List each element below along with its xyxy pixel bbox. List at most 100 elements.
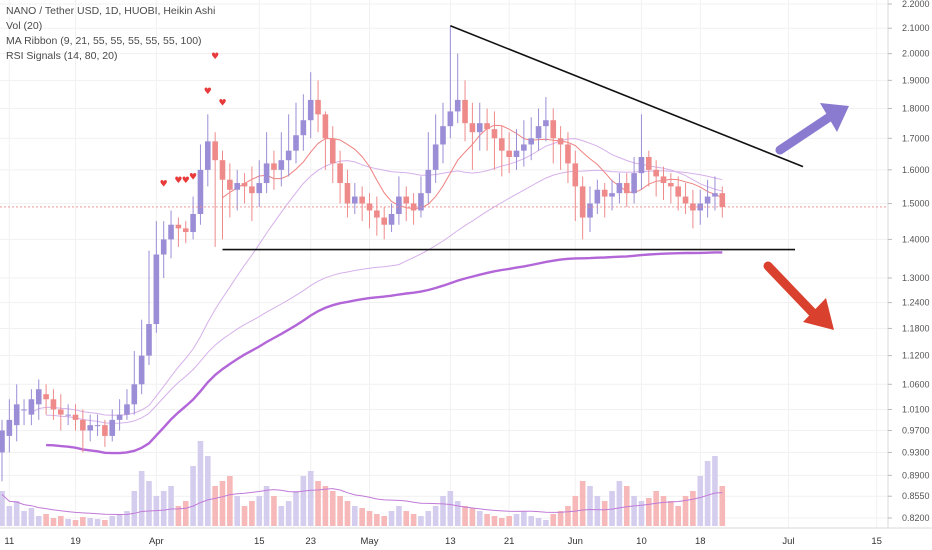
candles[interactable] [0, 25, 888, 482]
date-tick-label: Jun [568, 536, 583, 547]
volume-bar [131, 491, 138, 526]
volume-bar [293, 491, 299, 526]
volume-bar [454, 501, 461, 526]
volume-bar [660, 496, 667, 526]
candle-body [660, 176, 667, 184]
price-axis[interactable]: 0.8200 0.8550 0.8900 0.9300 0.9700 1.0100 1.06… [887, 0, 930, 528]
candle-body [565, 144, 571, 164]
candle-body [352, 196, 358, 204]
candle-body [572, 163, 579, 187]
volume-bar [300, 476, 307, 526]
candle-body [329, 138, 336, 164]
rsi-signal-icon: ♥ [182, 176, 190, 186]
candle-body [278, 160, 285, 170]
date-tick-label: 15 [254, 536, 265, 547]
price-tick-label: 1.8000 [902, 104, 930, 114]
volume-bar [719, 486, 726, 526]
ma-55-line [46, 169, 723, 424]
time-axis[interactable]: 11 19 Apr 15 23 May 13 21 Jun 10 18 Jul 15 [0, 527, 932, 547]
volume-bar [80, 517, 86, 526]
volume-bar [675, 506, 681, 526]
candle-body [521, 144, 527, 151]
candle-body [234, 183, 240, 190]
volume-bar [403, 511, 410, 526]
candle-body [616, 183, 623, 194]
candle-body [359, 196, 365, 204]
candle-body [307, 99, 314, 121]
volume-ma-line [1, 488, 723, 516]
date-tick-label: 21 [504, 536, 515, 547]
candle-body [175, 224, 182, 229]
rsi-indicator-label[interactable]: RSI Signals (14, 80, 20) [6, 50, 118, 62]
ma-21-line [31, 138, 723, 416]
candle-body [116, 414, 123, 420]
candle-body [638, 156, 645, 174]
candle-body [513, 150, 520, 157]
candle-body [535, 126, 542, 139]
ma-ribbon-indicator-label[interactable]: MA Ribbon (9, 21, 55, 55, 55, 55, 55, 10… [6, 35, 202, 47]
candle-body [469, 123, 476, 133]
candle-body [87, 425, 93, 431]
volume-bar [72, 520, 79, 526]
candle-body [668, 183, 674, 187]
candle-body [440, 126, 446, 145]
date-tick-label: 10 [636, 536, 647, 547]
volume-bar [138, 471, 145, 526]
volume-bar [631, 496, 637, 526]
volume-bar [315, 481, 321, 526]
volume-bar [432, 506, 439, 526]
volume-bar [543, 520, 549, 526]
candle-body [131, 384, 138, 405]
candle-body [241, 183, 248, 187]
candle-body [388, 213, 395, 225]
candle-body [182, 228, 189, 233]
vol-indicator-label[interactable]: Vol (20) [6, 20, 43, 32]
date-tick-label: Jul [782, 536, 794, 547]
price-tick-label: 2.1000 [902, 23, 930, 33]
candle-body [403, 196, 410, 204]
candle-body [212, 141, 218, 161]
volume-bar [35, 516, 42, 526]
volume-bar [601, 501, 608, 526]
candle-body [190, 213, 196, 233]
candle-body [146, 324, 152, 356]
candle-body [28, 399, 35, 415]
volume-bar [366, 511, 373, 526]
candle-body [623, 183, 630, 194]
volume-bar [21, 511, 27, 526]
volume-bar [256, 496, 263, 526]
price-tick-label: 0.9700 [902, 426, 930, 436]
candle-body [557, 138, 564, 145]
drawings[interactable] [222, 25, 850, 330]
candle-body [94, 425, 101, 427]
candle-body [499, 138, 505, 151]
volume-bar [579, 481, 586, 526]
candle-body [418, 193, 424, 211]
arrow-down-head [803, 298, 834, 330]
date-tick-label: 13 [445, 536, 456, 547]
volume-bar [616, 481, 623, 526]
rsi-signal-icon: ♥ [174, 176, 182, 186]
symbol-title[interactable]: NANO / Tether USD, 1D, HUOBI, Heikin Ash… [6, 5, 216, 17]
candle-body [543, 120, 549, 127]
candle-body [219, 160, 226, 180]
volume-bar [690, 491, 696, 526]
candle-body [65, 414, 71, 416]
volume-bar [484, 514, 490, 526]
candle-body [6, 419, 13, 436]
price-tick-label: 1.6000 [902, 165, 930, 175]
volume-bar [462, 506, 468, 526]
volume-bar [396, 506, 402, 526]
candle-body [35, 389, 42, 405]
volume-bar [263, 486, 270, 526]
volume-bar [668, 501, 674, 526]
descending-trendline [450, 25, 804, 168]
volume-bar [344, 501, 351, 526]
candle-body [719, 193, 726, 207]
volume-bar [87, 518, 93, 526]
candle-body [271, 163, 277, 170]
rsi-signal-icon: ♥ [211, 52, 219, 62]
candle-body [550, 120, 557, 139]
candle-body [138, 355, 145, 385]
